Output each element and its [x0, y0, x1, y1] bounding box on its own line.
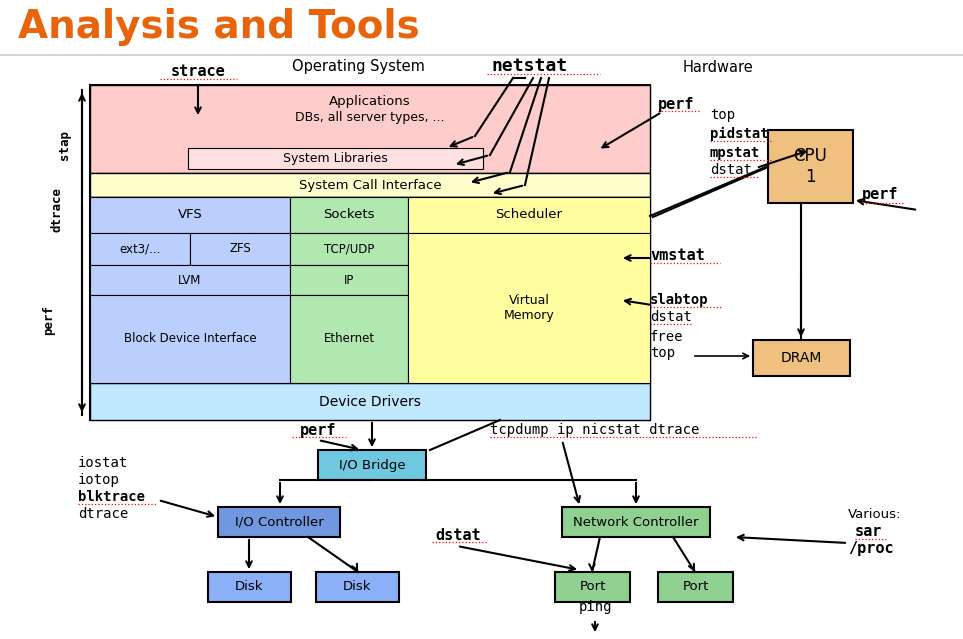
Text: perf: perf: [658, 96, 694, 111]
Text: Port: Port: [683, 580, 709, 594]
Bar: [188, 148, 483, 169]
Text: dstat: dstat: [650, 310, 691, 324]
Text: dtrace: dtrace: [78, 507, 128, 521]
Bar: [218, 507, 340, 537]
Bar: [753, 340, 850, 376]
Text: System Call Interface: System Call Interface: [299, 178, 441, 192]
Bar: [90, 197, 290, 233]
Bar: [316, 572, 399, 602]
Bar: [290, 197, 408, 233]
Text: ZFS: ZFS: [229, 242, 251, 256]
Text: Virtual
Memory: Virtual Memory: [504, 294, 555, 322]
Text: mpstat: mpstat: [710, 146, 760, 160]
Text: slabtop: slabtop: [650, 293, 709, 307]
Bar: [408, 197, 650, 233]
Text: Applications: Applications: [329, 95, 411, 107]
Text: Device Drivers: Device Drivers: [319, 394, 421, 408]
Text: free: free: [650, 330, 684, 344]
Text: VFS: VFS: [177, 208, 202, 222]
Bar: [290, 233, 408, 265]
Bar: [408, 233, 650, 383]
Bar: [190, 233, 290, 265]
Bar: [90, 295, 290, 383]
Text: top: top: [710, 108, 735, 122]
Bar: [318, 450, 426, 480]
Text: ping: ping: [578, 600, 612, 614]
Bar: [290, 265, 408, 295]
Text: Disk: Disk: [343, 580, 372, 594]
Text: Ethernet: Ethernet: [324, 332, 375, 346]
Text: iotop: iotop: [78, 473, 119, 487]
Text: Disk: Disk: [235, 580, 264, 594]
Text: sar: sar: [855, 525, 882, 539]
Bar: [90, 265, 290, 295]
Text: Port: Port: [580, 580, 606, 594]
Bar: [90, 173, 650, 197]
Text: iostat: iostat: [78, 456, 128, 470]
Text: Hardware: Hardware: [683, 59, 753, 75]
Bar: [90, 197, 650, 383]
Text: vmstat: vmstat: [650, 249, 705, 263]
Text: I/O Controller: I/O Controller: [235, 516, 324, 528]
Text: Operating System: Operating System: [292, 59, 425, 75]
Bar: [90, 233, 190, 265]
Text: Sockets: Sockets: [324, 208, 375, 222]
Text: LVM: LVM: [178, 273, 201, 286]
Text: Block Device Interface: Block Device Interface: [123, 332, 256, 346]
Bar: [562, 507, 710, 537]
Bar: [768, 130, 853, 203]
Text: dtrace: dtrace: [50, 187, 64, 233]
Bar: [555, 572, 630, 602]
Bar: [90, 85, 650, 173]
Text: ext3/...: ext3/...: [119, 242, 161, 256]
Text: Analysis and Tools: Analysis and Tools: [18, 8, 420, 46]
Text: DRAM: DRAM: [781, 351, 822, 365]
Bar: [90, 85, 650, 420]
Text: top: top: [650, 346, 675, 360]
Text: pidstat: pidstat: [710, 127, 768, 141]
Text: Various:: Various:: [848, 509, 901, 521]
Text: perf: perf: [299, 422, 336, 438]
Text: CPU
1: CPU 1: [794, 147, 827, 186]
Bar: [658, 572, 733, 602]
Text: tcpdump ip nicstat dtrace: tcpdump ip nicstat dtrace: [490, 423, 699, 437]
Text: netstat: netstat: [492, 57, 568, 75]
Text: dstat: dstat: [435, 528, 481, 543]
Text: Network Controller: Network Controller: [573, 516, 699, 528]
Text: dstat: dstat: [710, 163, 752, 177]
Text: System Libraries: System Libraries: [283, 152, 388, 165]
Text: blktrace: blktrace: [78, 490, 145, 504]
Text: TCP/UDP: TCP/UDP: [324, 242, 375, 256]
Text: DBs, all server types, ...: DBs, all server types, ...: [296, 111, 445, 123]
Text: stap: stap: [59, 130, 71, 160]
Text: I/O Bridge: I/O Bridge: [339, 459, 405, 472]
Text: Scheduler: Scheduler: [496, 208, 562, 222]
Text: perf: perf: [862, 187, 898, 203]
Bar: [290, 295, 408, 383]
Bar: [90, 383, 650, 420]
Text: strace: strace: [170, 65, 225, 79]
Text: perf: perf: [42, 305, 56, 335]
Text: /proc: /proc: [848, 541, 894, 557]
Text: IP: IP: [344, 273, 354, 286]
Bar: [208, 572, 291, 602]
